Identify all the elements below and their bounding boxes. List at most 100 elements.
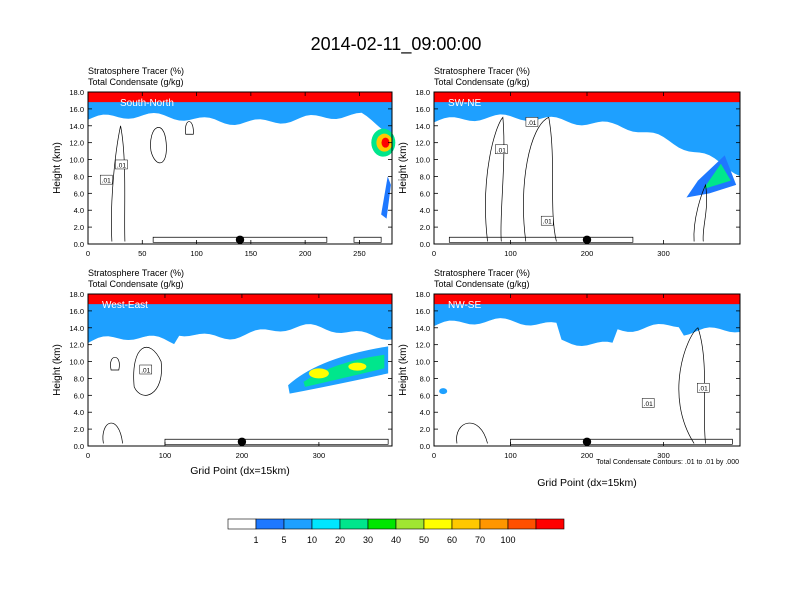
colorbar-label: 40 xyxy=(391,535,401,545)
tracer-band xyxy=(434,92,740,177)
x-tick-label: 0 xyxy=(86,451,90,460)
tracer-label: Stratosphere Tracer (%) xyxy=(434,268,530,278)
condensate-contour xyxy=(102,422,123,444)
y-tick-label: 8.0 xyxy=(74,172,84,181)
condensate-contour xyxy=(185,121,194,135)
contour-label-box xyxy=(525,117,539,127)
y-tick-label: 2.0 xyxy=(420,425,430,434)
y-tick-label: 8.0 xyxy=(420,172,430,181)
condensate-contour xyxy=(693,183,707,242)
x-tick-label: 100 xyxy=(504,249,517,258)
y-tick-label: 6.0 xyxy=(74,391,84,400)
x-tick-label: 0 xyxy=(432,249,436,258)
colorbar-label: 100 xyxy=(500,535,515,545)
x-tick-label: 100 xyxy=(159,451,172,460)
condensate-contour xyxy=(111,125,126,242)
y-tick-label: 14.0 xyxy=(69,122,84,131)
location-marker xyxy=(237,437,247,446)
y-tick-label: 4.0 xyxy=(420,206,430,215)
y-tick-label: 14.0 xyxy=(415,324,430,333)
x-tick-label: 150 xyxy=(245,249,258,258)
y-tick-label: 10.0 xyxy=(69,358,84,367)
condensate-label: Total Condensate (g/kg) xyxy=(88,77,184,87)
colorbar-swatch xyxy=(227,518,257,530)
y-tick-label: 18.0 xyxy=(69,88,84,97)
y-tick-label: 0.0 xyxy=(420,240,430,249)
condensate-label: Total Condensate (g/kg) xyxy=(88,279,184,289)
condensate-contour xyxy=(523,116,557,242)
y-tick-label: 6.0 xyxy=(420,189,430,198)
plot-frame xyxy=(87,91,393,245)
x-axis-label: Grid Point (dx=15km) xyxy=(190,465,290,477)
condensate-contour xyxy=(456,422,488,444)
tracer-band xyxy=(88,92,392,136)
condensate-contour xyxy=(448,236,634,243)
location-marker xyxy=(582,437,592,446)
y-tick-label: 4.0 xyxy=(74,206,84,215)
y-tick-label: 16.0 xyxy=(415,105,430,114)
contour-label-box xyxy=(540,215,554,226)
panel-west-east: Stratosphere Tracer (%)Total Condensate … xyxy=(52,268,393,477)
y-tick-label: 16.0 xyxy=(69,307,84,316)
colorbar: 1 5 10 20 30 40 50 60 70 100 xyxy=(227,518,565,545)
tracer-blob xyxy=(308,368,329,379)
y-tick-label: 10.0 xyxy=(69,156,84,165)
y-axis-label: Height (km) xyxy=(52,344,63,396)
colorbar-label: 60 xyxy=(447,535,457,545)
x-tick-label: 200 xyxy=(581,249,594,258)
condensate-contour xyxy=(678,327,706,444)
contour-label-box xyxy=(641,398,655,408)
contour-label: .01 xyxy=(117,162,126,169)
x-tick-label: 0 xyxy=(432,451,436,460)
contour-label-box xyxy=(115,159,128,170)
tracer-cap xyxy=(434,294,740,305)
tracer-cap xyxy=(88,294,392,305)
tracer-blob xyxy=(686,155,737,198)
y-tick-label: 14.0 xyxy=(69,324,84,333)
y-tick-label: 12.0 xyxy=(69,139,84,148)
y-tick-label: 8.0 xyxy=(74,374,84,383)
tracer-label: Stratosphere Tracer (%) xyxy=(88,66,184,76)
colorbar-swatch xyxy=(311,518,341,530)
contour-label-box xyxy=(139,364,153,375)
x-tick-label: 300 xyxy=(657,249,670,258)
plot-frame xyxy=(87,293,393,447)
panel-sw-ne: Stratosphere Tracer (%)Total Condensate … xyxy=(398,66,741,258)
contour-label-box xyxy=(99,174,113,185)
colorbar-swatch xyxy=(451,518,481,530)
y-tick-label: 14.0 xyxy=(415,122,430,131)
condensate-contour xyxy=(485,116,505,242)
tracer-label: Stratosphere Tracer (%) xyxy=(434,66,530,76)
tracer-band xyxy=(434,294,740,346)
colorbar-swatch xyxy=(283,518,313,530)
condensate-contour xyxy=(110,356,120,371)
colorbar-label: 20 xyxy=(335,535,345,545)
tracer-blob xyxy=(303,354,385,387)
colorbar-label: 50 xyxy=(419,535,429,545)
y-tick-label: 0.0 xyxy=(74,442,84,451)
condensate-contour xyxy=(133,347,162,396)
colorbar-swatch xyxy=(479,518,509,530)
x-tick-label: 300 xyxy=(657,451,670,460)
y-axis-label: Height (km) xyxy=(398,344,409,396)
y-tick-label: 18.0 xyxy=(415,88,430,97)
colorbar-swatch xyxy=(507,518,537,530)
colorbar-label: 30 xyxy=(363,535,373,545)
contour-label: .01 xyxy=(543,219,552,226)
colorbar-swatch xyxy=(367,518,397,530)
condensate-label: Total Condensate (g/kg) xyxy=(434,77,530,87)
contour-label: .01 xyxy=(102,178,111,185)
x-tick-label: 100 xyxy=(504,451,517,460)
colorbar-swatch xyxy=(535,518,565,530)
colorbar-label: 70 xyxy=(475,535,485,545)
tracer-blob xyxy=(348,362,367,371)
x-tick-label: 250 xyxy=(353,249,366,258)
cross-section-label: SW-NE xyxy=(448,98,481,109)
cross-section-label: West-East xyxy=(102,300,148,311)
condensate-label: Total Condensate (g/kg) xyxy=(434,279,530,289)
y-tick-label: 12.0 xyxy=(415,139,430,148)
y-tick-label: 8.0 xyxy=(420,374,430,383)
tracer-cap xyxy=(88,92,392,103)
cross-section-label: NW-SE xyxy=(448,300,481,311)
y-tick-label: 2.0 xyxy=(74,425,84,434)
